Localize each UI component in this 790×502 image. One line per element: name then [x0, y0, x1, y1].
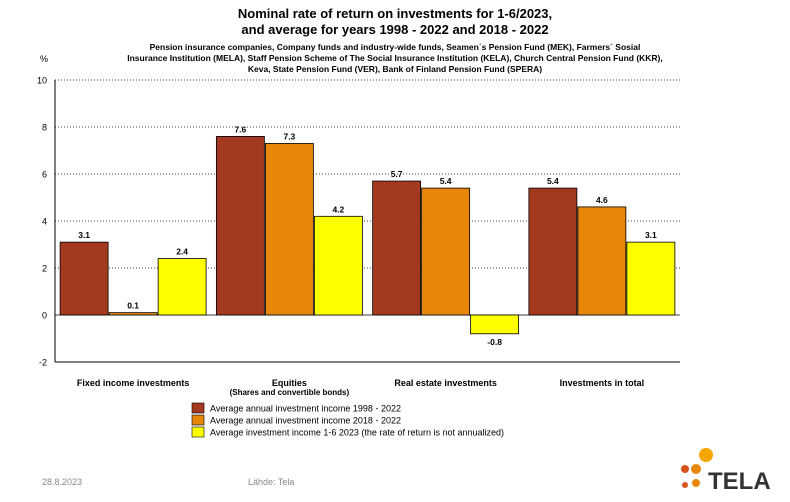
bar	[470, 314, 520, 335]
bar	[313, 215, 363, 316]
data-label: 5.4	[547, 176, 559, 186]
logo-dot	[699, 448, 713, 462]
bar	[372, 180, 422, 316]
data-label: 5.4	[440, 176, 452, 186]
y-tick-label: 6	[42, 170, 47, 180]
logo-text: TELA	[708, 468, 771, 495]
legend-label: Average annual investment income 2018 - …	[210, 416, 401, 426]
bar	[577, 206, 627, 316]
y-tick-label: 8	[42, 123, 47, 133]
x-tick-label: Fixed income investments	[77, 378, 190, 388]
subtitle-line: Keva, State Pension Fund (VER), Bank of …	[247, 64, 543, 74]
y-tick-label: -2	[39, 358, 47, 368]
data-label: 7.3	[283, 131, 295, 141]
bar	[157, 258, 207, 316]
bar	[626, 241, 676, 316]
data-label: 2.4	[176, 247, 188, 257]
x-tick-label: Equities	[272, 378, 307, 388]
data-label: 3.1	[78, 230, 90, 240]
legend-label: Average investment income 1-6 2023 (the …	[210, 428, 504, 438]
data-label: 4.6	[596, 195, 608, 205]
legend-label: Average annual investment income 1998 - …	[210, 404, 401, 414]
y-tick-label: 10	[37, 76, 47, 86]
x-tick-sublabel: (Shares and convertible bonds)	[230, 388, 350, 397]
bar	[215, 135, 265, 316]
footer-source: Lähde: Tela	[248, 477, 295, 487]
chart-title-line2: and average for years 1998 - 2022 and 20…	[241, 22, 549, 37]
logo-dot	[691, 464, 701, 474]
y-tick-label: 2	[42, 264, 47, 274]
y-tick-label: 4	[42, 217, 47, 227]
legend-swatch	[191, 426, 205, 438]
bar	[528, 187, 578, 316]
data-label: 3.1	[645, 230, 657, 240]
bar	[108, 312, 158, 316]
logo-dot	[682, 482, 688, 488]
bar	[264, 143, 314, 316]
data-label: -0.8	[487, 337, 502, 347]
x-tick-label: Real estate investments	[394, 378, 497, 388]
legend-swatch	[191, 402, 205, 414]
data-label: 0.1	[127, 301, 139, 311]
logo-dot	[681, 465, 689, 473]
data-label: 4.2	[332, 204, 344, 214]
data-label: 5.7	[391, 169, 403, 179]
y-tick-label: 0	[42, 311, 47, 321]
logo-dot	[692, 479, 700, 487]
y-axis-label: %	[40, 54, 48, 64]
bar	[421, 187, 471, 316]
legend-swatch	[191, 414, 205, 426]
x-tick-label: Investments in total	[560, 378, 645, 388]
chart-subtitle: Pension insurance companies, Company fun…	[40, 42, 750, 75]
bar	[59, 241, 109, 316]
data-label: 7.6	[234, 124, 246, 134]
subtitle-line: Pension insurance companies, Company fun…	[149, 42, 641, 52]
footer-date: 28.8.2023	[42, 477, 83, 487]
chart-title-line1: Nominal rate of return on investments fo…	[237, 6, 553, 21]
tela-logo: TELA	[676, 445, 786, 495]
subtitle-line: Insurance Institution (MELA), Staff Pens…	[127, 53, 663, 63]
